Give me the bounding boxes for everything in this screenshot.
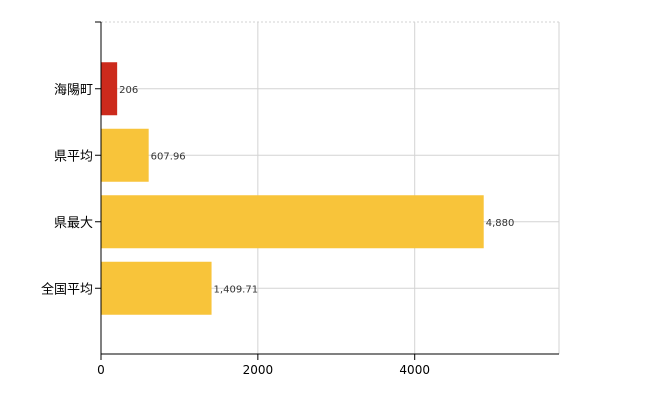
- x-tick-label: 4000: [399, 363, 430, 377]
- category-label: 全国平均: [41, 281, 93, 297]
- category-label: 県平均: [54, 149, 93, 164]
- bar-value-label: 4,880: [486, 218, 515, 229]
- bar-2: [101, 128, 149, 182]
- bar-value-label: 607.96: [151, 151, 186, 162]
- category-label: 県最大: [54, 216, 93, 231]
- bar-1: [101, 62, 118, 116]
- bar-value-label: 1,409.71: [214, 284, 259, 295]
- x-tick-label: 2000: [243, 363, 274, 377]
- x-tick-label: 0: [97, 363, 105, 377]
- bar-value-label: 206: [119, 85, 138, 96]
- bar-4: [101, 261, 212, 315]
- bar-3: [101, 195, 484, 249]
- bars: [101, 62, 484, 315]
- axes: [95, 21, 559, 360]
- category-label: 海陽町: [54, 83, 93, 98]
